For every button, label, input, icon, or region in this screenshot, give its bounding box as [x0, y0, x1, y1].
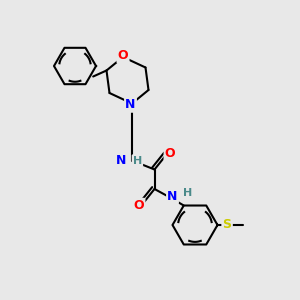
Text: O: O [134, 199, 144, 212]
Text: N: N [167, 190, 178, 203]
Text: H: H [183, 188, 192, 199]
Text: O: O [165, 146, 176, 160]
Text: S: S [223, 218, 232, 232]
Text: H: H [133, 155, 142, 166]
Text: N: N [116, 154, 126, 167]
Text: O: O [118, 49, 128, 62]
Text: N: N [125, 98, 136, 112]
